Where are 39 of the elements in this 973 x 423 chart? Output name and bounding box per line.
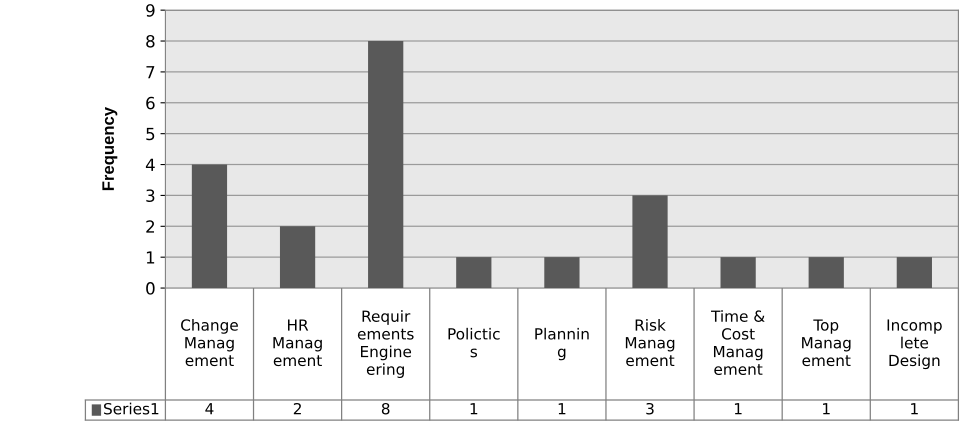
x-tick-label: Top Manag ement <box>802 319 851 366</box>
x-tick-label: Polictic s <box>448 328 500 358</box>
bar <box>720 257 756 288</box>
bar <box>456 257 492 288</box>
data-label: 3 <box>646 402 654 414</box>
bar <box>544 257 580 288</box>
y-tick-label: 4 <box>146 158 155 171</box>
x-tick-label: HR Manag ement <box>273 319 322 366</box>
y-tick-label: 8 <box>146 34 155 48</box>
bar <box>280 226 316 288</box>
x-tick-label: Incomp lete Design <box>888 319 942 370</box>
y-axis-title: Frequency <box>102 107 118 190</box>
bar <box>808 257 844 288</box>
x-tick-label: Plannin g <box>535 328 589 360</box>
bar <box>368 41 404 288</box>
data-label: 4 <box>205 403 214 414</box>
x-tick-label: Change Manag ement <box>181 318 238 366</box>
data-label: 1 <box>911 403 918 414</box>
data-label: 1 <box>734 403 742 414</box>
y-tick-label: 6 <box>146 96 155 110</box>
y-tick-label: 3 <box>146 189 154 202</box>
bar <box>632 195 668 288</box>
y-tick-label: 5 <box>146 128 154 140</box>
legend-label: Series1 <box>104 402 158 414</box>
data-label: 1 <box>558 403 566 414</box>
data-label: 1 <box>470 403 478 414</box>
bar <box>896 257 932 288</box>
data-label: 1 <box>823 403 830 414</box>
x-tick-label: Risk Manag ement <box>626 318 674 366</box>
x-tick-label: Time & Cost Manag ement <box>711 310 765 376</box>
bar <box>192 164 228 288</box>
x-tick-label: Requir ements Engine ering <box>358 310 414 378</box>
y-tick-label: 7 <box>146 66 154 78</box>
y-tick-label: 2 <box>146 220 154 233</box>
data-label: 8 <box>382 402 390 414</box>
data-label: 2 <box>294 402 301 414</box>
y-tick-label: 9 <box>146 4 155 17</box>
y-tick-label: 1 <box>146 251 154 264</box>
y-tick-label: 0 <box>146 282 155 295</box>
